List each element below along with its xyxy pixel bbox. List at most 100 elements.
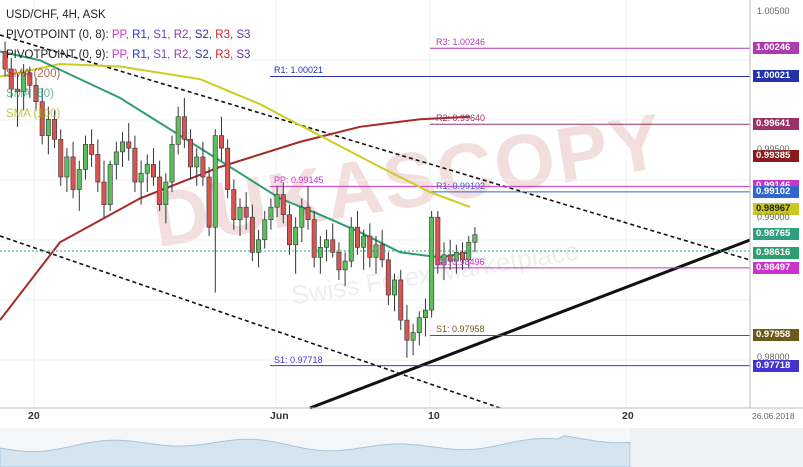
candle-body [188,139,194,168]
pivot-legend-1: PIVOTPOINT (0, 8): PP, R1, S1, R2, S2, R… [6,28,250,42]
candle-body [76,169,82,190]
candle-body [317,247,323,258]
pivot-legend-item: R2, [170,29,192,41]
x-tick: 20 [28,410,40,422]
candle-body [8,68,14,90]
candle-body [107,164,113,205]
pivot-level-label: R1: 0.99102 [436,180,486,191]
pivot-level-label: S1: 0.97718 [274,354,323,365]
candle-body [398,279,404,321]
pivot-legend-item: S3 [233,49,251,61]
pivot-level-label: R2: 0.99640 [436,113,486,124]
pivot-legend-prefix: PIVOTPOINT (0, 8): [6,29,109,41]
candle-body [14,88,20,92]
candle-body [293,226,299,246]
candle-body [311,219,317,258]
candle-body [21,72,27,92]
y-tick: 0.99000 [757,212,790,222]
candle-body [249,216,255,253]
pivot-legend-items: PP, R1, S1, R2, S2, R3, S3 [112,49,251,61]
price-tag: 0.98765 [753,228,799,241]
candle-body [70,156,76,190]
y-tick: 1.00500 [757,6,790,16]
candle-body [237,206,243,220]
price-tag: 1.00246 [753,42,799,55]
candle-body [144,164,150,174]
candle-body [460,252,466,261]
candle-body [225,147,231,190]
candle-body [82,144,88,170]
candle-body [169,144,175,183]
price-tag: 1.00021 [753,70,799,83]
candle-body [218,135,224,149]
date-stamp: 26.06.2018 [752,411,795,421]
candle-body [138,172,144,183]
candle-body [175,116,181,145]
x-tick: 10 [428,410,440,422]
navigator-strip [0,428,803,467]
sma-200-line [0,115,471,321]
navigator-window [630,428,803,467]
pivot-level-label: R1: 1.00021 [274,65,324,76]
candle-body [256,239,262,253]
candle-body [262,219,268,241]
y-tick: 0.99500 [757,144,790,154]
pivot-legend-item: R1, [128,29,151,41]
trend-lines [0,34,751,410]
candle-body [379,244,385,261]
candle-body [305,206,311,220]
upper-channel-line [0,34,751,261]
candle-body [367,235,373,258]
pivot-legend-item: R3, [212,49,234,61]
candle-body [95,154,101,183]
candle-body [336,252,342,271]
candle-body [39,101,45,136]
candle-body [410,332,416,341]
candle-body [194,156,200,168]
sma-200-legend: SMA (200) [6,68,61,80]
pivot-legend-item: R1, [128,49,151,61]
candle-body [441,254,447,266]
candle-body [447,254,453,262]
pivot-legend-item: PP, [111,29,129,41]
candle-body [330,239,336,253]
candle-body [157,176,163,205]
price-tag: 0.99641 [753,118,799,131]
navigator-area [0,435,631,467]
grid-lines [0,0,750,408]
pivot-legend-items: PP, R1, S1, R2, S2, R3, S3 [112,29,251,41]
candle-body [472,234,478,243]
candle-body [58,139,64,178]
candle-body [89,144,95,155]
pivot-legend-item: S3 [233,29,251,41]
price-tag: 0.98967 [753,202,799,215]
y-tick: 0.98000 [757,352,790,362]
candle-body [181,116,187,140]
price-tag: 0.97958 [753,329,799,342]
pivot-legend-item: S1, [150,49,171,61]
price-tag: 0.99102 [753,185,799,198]
candle-body [200,156,206,178]
candle-body [286,214,292,246]
candle-body [243,206,249,218]
candle-body [429,216,435,311]
candle-body [231,189,237,220]
price-tag: 0.98497 [753,261,799,274]
sma-50-line [0,50,471,259]
pivot-legend-prefix: PIVOTPOINT (0, 9): [6,49,109,61]
candle-body [453,252,459,262]
sma-100-legend: SMA (100) [6,108,61,120]
pivot-legend-2: PIVOTPOINT (0, 9): PP, R1, S1, R2, S2, R… [6,48,250,62]
pivot-level-label: PP: 0.99145 [274,175,324,186]
candle-body [113,151,119,165]
candle-body [299,206,305,228]
candle-body [361,235,367,248]
pivot-level-label: S1: 0.98496 [436,256,485,267]
pivot-legend-item: S1, [150,29,171,41]
candle-body [52,118,58,140]
pivot-level-label: S1: 0.97958 [436,324,485,335]
price-tag: 0.97718 [753,359,799,372]
candle-body [163,181,169,205]
